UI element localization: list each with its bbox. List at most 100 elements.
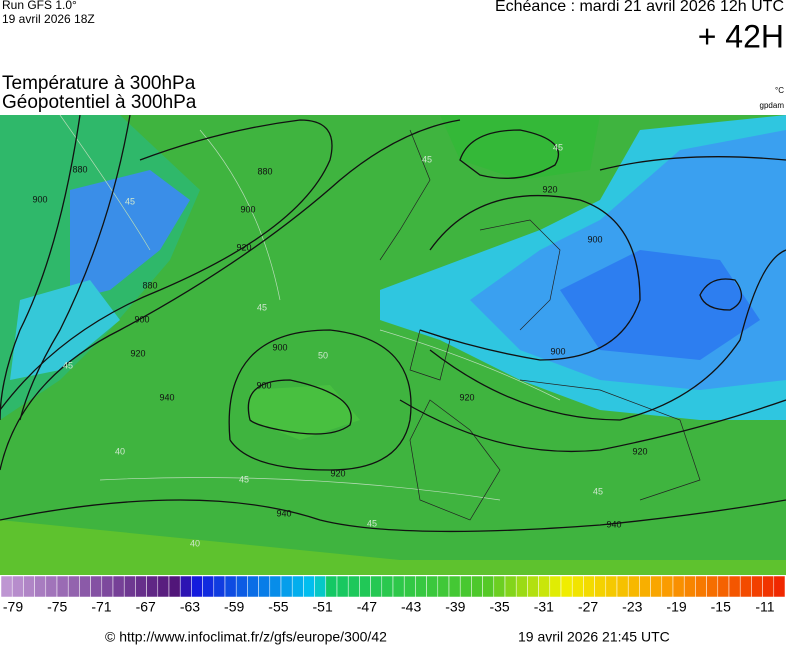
colorbar: -79 -75 -71 -67 -63 -59 -55 -51 -47 -43 -39 -35 -31 -… — [0, 575, 786, 615]
colorbar-tick-label: -11 — [755, 599, 774, 615]
colorbar-cell — [639, 575, 651, 598]
colorbar-cell — [739, 575, 752, 598]
colorbar-tick-label: -51 — [313, 599, 333, 615]
colorbar-cell — [56, 575, 69, 598]
colorbar-cell — [247, 575, 259, 598]
colorbar-cell — [616, 575, 629, 598]
unit-geopotential: gpdam — [760, 101, 785, 110]
colorbar-cell — [168, 575, 181, 598]
title-geopotential: Géopotentiel à 300hPa — [2, 92, 197, 113]
temperature-label: 45 — [257, 302, 267, 312]
colorbar-cell — [235, 575, 248, 598]
height-label: 940 — [276, 508, 291, 518]
colorbar-cell — [515, 575, 528, 598]
temperature-label: 40 — [115, 446, 125, 456]
colorbar-cell — [45, 575, 58, 598]
height-label: 900 — [256, 380, 271, 390]
height-contour — [419, 194, 641, 361]
height-contour — [699, 278, 742, 311]
colorbar-cell — [381, 575, 394, 598]
colorbar-cell — [549, 575, 562, 598]
height-contour — [247, 379, 352, 435]
colorbar-tick-label: -75 — [47, 599, 67, 615]
height-label: 940 — [159, 392, 174, 402]
unit-temperature: °C — [775, 86, 784, 95]
colorbar-cell — [448, 575, 461, 598]
colorbar-cell — [504, 575, 517, 598]
colorbar-tick-label: -19 — [666, 599, 686, 615]
colorbar-tick-label: -31 — [534, 599, 554, 615]
height-label: 920 — [632, 446, 647, 456]
cold-region — [560, 250, 760, 360]
colorbar-tick-label: -39 — [445, 599, 465, 615]
colorbar-cell — [291, 575, 304, 598]
temperature-label: 45 — [553, 142, 563, 152]
map: 880 900 880 900 920 880 900 920 900 900 … — [0, 115, 786, 575]
height-label: 920 — [459, 392, 474, 402]
colorbar-cell — [751, 575, 763, 598]
cold-region — [10, 280, 120, 380]
run-date: 19 avril 2026 18Z — [2, 12, 95, 26]
colorbar-cell — [336, 575, 349, 598]
height-contour — [19, 115, 131, 421]
height-contour — [0, 115, 81, 421]
colorbar-cell — [359, 575, 371, 598]
colorbar-tick-label: -23 — [622, 599, 642, 615]
warm-region — [440, 115, 600, 180]
colorbar-cell — [538, 575, 551, 598]
colorbar-cell — [370, 575, 383, 598]
colorbar-tick-label: -63 — [180, 599, 200, 615]
colorbar-cell — [672, 575, 685, 598]
height-contour — [228, 329, 412, 471]
colorbar-cell — [135, 575, 147, 598]
height-label: 900 — [272, 342, 287, 352]
colorbar-cell — [269, 575, 282, 598]
height-label: 920 — [130, 348, 145, 358]
colorbar-cell — [471, 575, 483, 598]
valid-time: Echéance : mardi 21 avril 2026 12h UTC — [495, 0, 784, 15]
colorbar-cell — [123, 575, 136, 598]
temperature-label: 45 — [422, 154, 432, 164]
colorbar-cell — [482, 575, 495, 598]
colorbar-cell — [325, 575, 338, 598]
footer-issued: 19 avril 2026 21:45 UTC — [518, 629, 670, 645]
colorbar-cell — [280, 575, 293, 598]
title-temperature: Température à 300hPa — [2, 73, 196, 94]
colorbar-cell — [191, 575, 203, 598]
colorbar-cell — [437, 575, 450, 598]
run-label: Run GFS 1.0° — [2, 0, 77, 12]
height-label: 880 — [72, 164, 87, 174]
colorbar-cell — [493, 575, 506, 598]
colorbar-cell — [661, 575, 674, 598]
height-label: 900 — [240, 204, 255, 214]
colorbar-cell — [314, 575, 327, 598]
colorbar-cell — [347, 575, 360, 598]
colorbar-cell — [527, 575, 539, 598]
height-label: 920 — [236, 242, 251, 252]
colorbar-cell — [392, 575, 405, 598]
colorbar-cell — [571, 575, 584, 598]
height-contour — [459, 129, 560, 179]
colorbar-cell — [213, 575, 226, 598]
temperature-label: 45 — [63, 360, 73, 370]
colorbar-cell — [594, 575, 607, 598]
footer-source: © http://www.infoclimat.fr/z/gfs/europe/… — [105, 629, 387, 645]
height-label: 940 — [606, 519, 621, 529]
colorbar-cell — [157, 575, 170, 598]
colorbar-cell — [90, 575, 103, 598]
warm-region — [250, 385, 360, 440]
colorbar-tick-label: -71 — [91, 599, 111, 615]
colorbar-cell — [224, 575, 237, 598]
colorbar-cell — [403, 575, 416, 598]
colorbar-tick-label: -27 — [578, 599, 598, 615]
colorbar-cell — [627, 575, 640, 598]
colorbar-cell — [112, 575, 125, 598]
temperature-label: 50 — [318, 350, 328, 360]
colorbar-cell — [459, 575, 472, 598]
colorbar-cell — [303, 575, 315, 598]
colorbar-cell — [706, 575, 719, 598]
colorbar-cell — [202, 575, 215, 598]
colorbar-tick-label: -79 — [3, 599, 23, 615]
colorbar-cell — [101, 575, 114, 598]
